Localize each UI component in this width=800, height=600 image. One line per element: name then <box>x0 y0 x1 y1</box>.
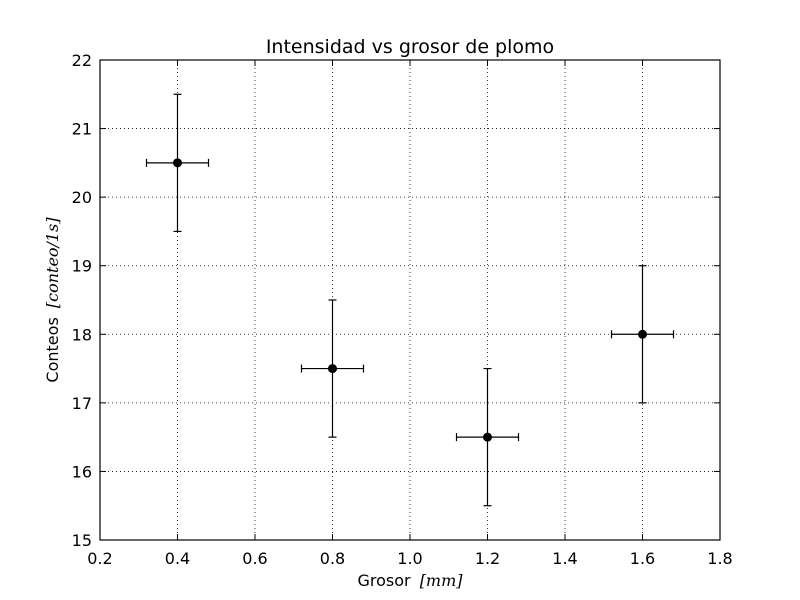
x-tick-labels: 0.2 0.4 0.6 0.8 1.0 1.2 1.4 1.6 1.8 <box>87 549 732 568</box>
data-marker <box>173 158 182 168</box>
x-tick-label: 0.2 <box>87 549 112 568</box>
y-axis-label-text: Conteos <box>43 317 62 382</box>
data-point <box>455 367 520 507</box>
y-axis-label: Conteos [conteo/1s] <box>43 217 62 383</box>
x-tick-label: 0.4 <box>165 549 190 568</box>
x-axis-label-text: Grosor <box>357 571 411 590</box>
x-tick-label: 1.6 <box>630 549 655 568</box>
y-tick-label: 15 <box>72 531 92 550</box>
x-tick-label: 1.4 <box>552 549 577 568</box>
x-tick-label: 1.0 <box>397 549 422 568</box>
ticks <box>99 59 721 541</box>
y-tick-label: 18 <box>72 325 92 344</box>
data-point <box>610 265 675 404</box>
x-axis-label: Grosor [mm] <box>357 571 463 590</box>
data-marker <box>328 364 337 374</box>
data-marker <box>638 329 647 339</box>
y-tick-label: 22 <box>72 51 92 70</box>
data-marker <box>483 432 492 442</box>
data-series <box>145 93 675 507</box>
data-point <box>145 93 210 233</box>
chart-title: Intensidad vs grosor de plomo <box>266 36 554 58</box>
x-tick-label: 0.6 <box>242 549 267 568</box>
y-tick-label: 21 <box>72 120 92 139</box>
y-axis-label-unit: [conteo/1s] <box>43 217 62 308</box>
plot-frame <box>99 59 721 541</box>
y-tick-label: 17 <box>72 394 92 413</box>
x-tick-label: 1.8 <box>707 549 732 568</box>
x-tick-label: 0.8 <box>320 549 345 568</box>
y-tick-labels: 15 16 17 18 19 20 21 22 <box>72 51 92 550</box>
x-axis-label-unit: [mm] <box>420 571 464 590</box>
y-tick-label: 20 <box>72 188 92 207</box>
data-point <box>300 299 365 438</box>
y-tick-label: 19 <box>72 257 92 276</box>
y-tick-label: 16 <box>72 462 92 481</box>
x-tick-label: 1.2 <box>475 549 500 568</box>
